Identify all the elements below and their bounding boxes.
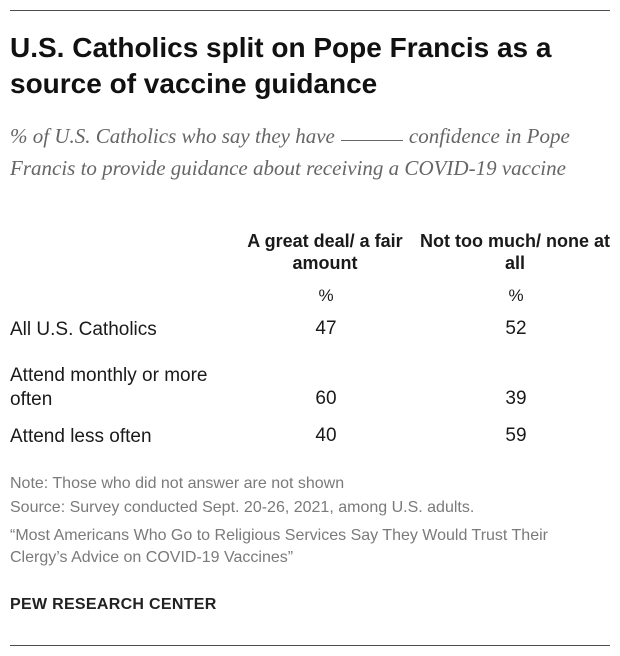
column-header-not-too-much: Not too much/ none at all bbox=[420, 231, 610, 273]
cell-attend-less-great-deal: 40 bbox=[315, 425, 337, 446]
source-text: Source: Survey conducted Sept. 20-26, 20… bbox=[10, 499, 475, 516]
cell-attend-less-not-too-much: 59 bbox=[505, 425, 527, 446]
cell-attend-monthly-great-deal: 60 bbox=[315, 388, 337, 409]
top-rule bbox=[10, 10, 610, 11]
chart-subtitle: % of U.S. Catholics who say they have con… bbox=[10, 120, 610, 184]
row-label-attend-less: Attend less often bbox=[10, 426, 152, 447]
report-title-text: “Most Americans Who Go to Religious Serv… bbox=[10, 527, 548, 566]
cell-all-catholics-great-deal: 47 bbox=[315, 318, 337, 339]
column-unit-not-too-much: % bbox=[508, 286, 524, 305]
row-label-attend-monthly: Attend monthly or more often bbox=[10, 365, 208, 410]
subtitle-blank bbox=[340, 140, 403, 141]
bottom-rule bbox=[10, 645, 610, 646]
column-unit-great-deal: % bbox=[318, 286, 334, 305]
row-label-all-catholics: All U.S. Catholics bbox=[10, 319, 157, 340]
org-name: PEW RESEARCH CENTER bbox=[10, 596, 217, 613]
cell-attend-monthly-not-too-much: 39 bbox=[505, 388, 527, 409]
cell-all-catholics-not-too-much: 52 bbox=[505, 318, 527, 339]
subtitle-part-2: confidence in Pope Francis to provide gu… bbox=[10, 124, 570, 180]
column-header-great-deal: A great deal/ a fair amount bbox=[247, 231, 403, 273]
chart-title: U.S. Catholics split on Pope Francis as … bbox=[10, 32, 552, 99]
note-text: Note: Those who did not answer are not s… bbox=[10, 475, 345, 492]
subtitle-part-1: % of U.S. Catholics who say they have bbox=[10, 124, 335, 148]
